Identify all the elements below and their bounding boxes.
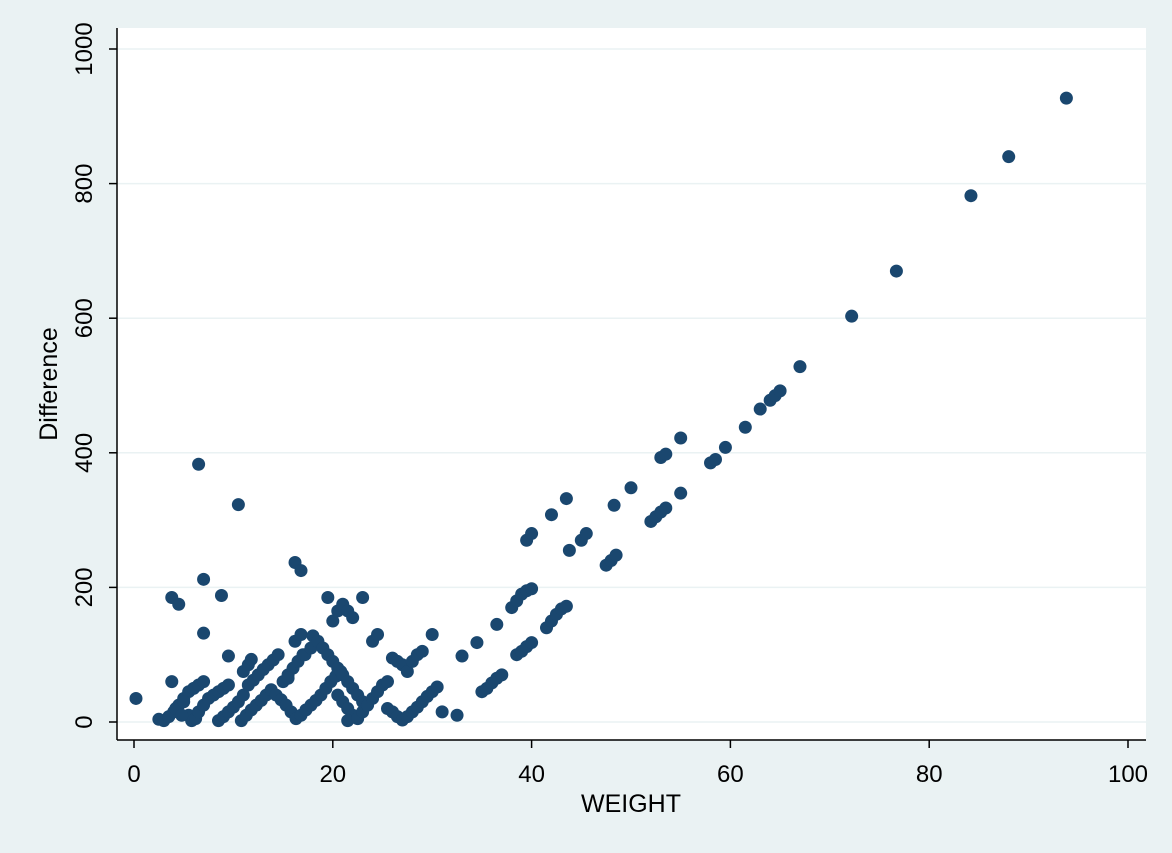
data-points (129, 91, 1073, 728)
data-point (214, 588, 228, 602)
axes (116, 28, 1146, 741)
data-point (172, 597, 186, 611)
gridlines (117, 48, 1146, 723)
data-point (845, 309, 859, 323)
data-point (738, 420, 752, 434)
y-tick-label: 800 (71, 164, 98, 204)
data-point (450, 708, 464, 722)
data-point (192, 457, 206, 471)
data-point (244, 652, 258, 666)
data-point (281, 671, 295, 685)
y-ticks: 0 200 400 600 800 1000 (71, 22, 117, 729)
data-point (236, 688, 250, 702)
y-tick-label: 600 (71, 298, 98, 338)
x-tick-label: 60 (717, 761, 744, 788)
data-point (294, 628, 308, 642)
data-point (175, 708, 189, 722)
data-point (380, 675, 394, 689)
data-point (525, 527, 539, 541)
data-point (197, 626, 211, 640)
data-point (562, 543, 576, 557)
data-point (1059, 91, 1073, 105)
y-tick-label: 400 (71, 433, 98, 473)
data-point (221, 678, 235, 692)
x-axis-title: WEIGHT (581, 790, 681, 818)
data-point (221, 649, 235, 663)
data-point (455, 649, 469, 663)
data-point (197, 675, 211, 689)
data-point (525, 582, 539, 596)
y-tick-label: 200 (71, 567, 98, 607)
data-point (430, 680, 444, 694)
data-point (341, 714, 355, 728)
data-point (400, 665, 414, 679)
data-point (659, 447, 673, 461)
data-point (177, 695, 191, 709)
data-point (889, 264, 903, 278)
data-point (435, 705, 449, 719)
data-point (708, 453, 722, 467)
data-point (321, 590, 335, 604)
data-point (271, 648, 285, 662)
data-point (470, 636, 484, 650)
x-tick-label: 0 (127, 761, 140, 788)
data-point (674, 431, 688, 445)
data-point (165, 675, 179, 689)
data-point (544, 508, 558, 522)
data-point (559, 599, 573, 613)
data-point (609, 548, 623, 562)
data-point (490, 617, 504, 631)
data-point (624, 481, 638, 495)
data-point (294, 564, 308, 578)
data-point (964, 189, 978, 203)
data-point (607, 498, 621, 512)
data-point (425, 628, 439, 642)
data-point (793, 360, 807, 374)
plot-area (117, 28, 1146, 740)
data-point (773, 384, 787, 398)
data-point (674, 486, 688, 500)
data-point (197, 572, 211, 586)
y-tick-label: 1000 (71, 22, 98, 75)
data-point (579, 527, 593, 541)
x-tick-label: 100 (1108, 761, 1148, 788)
data-point (718, 440, 732, 454)
x-tick-label: 20 (319, 761, 346, 788)
data-point (346, 611, 360, 625)
data-point (495, 668, 509, 682)
x-tick-label: 40 (518, 761, 545, 788)
data-point (415, 644, 429, 658)
data-point (1002, 150, 1016, 164)
x-tick-label: 80 (916, 761, 943, 788)
data-point (371, 628, 385, 642)
x-ticks: 0 20 40 60 80 100 (127, 740, 1148, 788)
data-point (559, 492, 573, 506)
data-point (129, 691, 143, 705)
data-point (525, 636, 539, 650)
data-point (659, 501, 673, 515)
data-point (356, 590, 370, 604)
data-point (231, 498, 245, 512)
y-axis-title: Difference (35, 327, 63, 441)
data-point (753, 402, 767, 416)
data-point (326, 614, 340, 628)
y-tick-label: 0 (71, 715, 98, 728)
